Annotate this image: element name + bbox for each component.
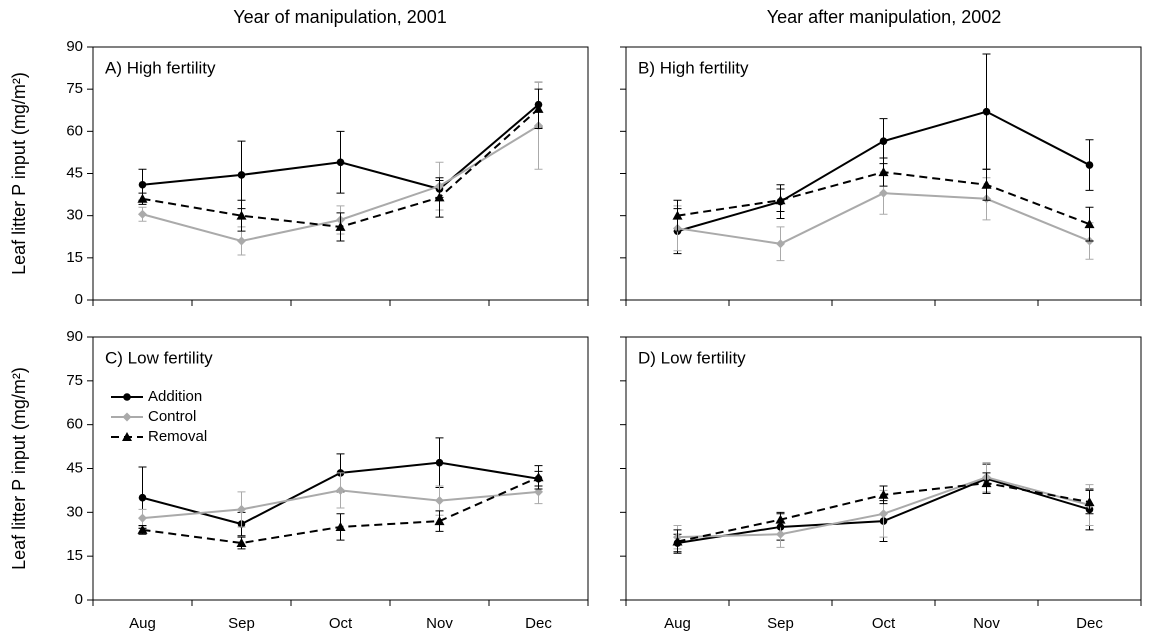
marker bbox=[1084, 497, 1095, 507]
marker bbox=[335, 221, 346, 231]
marker bbox=[122, 432, 132, 441]
marker bbox=[137, 193, 148, 203]
marker bbox=[776, 529, 785, 539]
x-tick-label: Oct bbox=[872, 615, 896, 632]
marker bbox=[879, 137, 888, 145]
y-tick-label: 15 bbox=[66, 547, 83, 564]
x-tick-label: Sep bbox=[228, 615, 255, 632]
x-tick-label: Aug bbox=[129, 615, 156, 632]
y-tick-label: 45 bbox=[66, 164, 83, 181]
marker bbox=[981, 179, 992, 189]
legend-label: Removal bbox=[148, 428, 207, 445]
y-axis-label: Leaf litter P input (mg/m²) bbox=[9, 72, 29, 275]
plot-frame bbox=[625, 336, 1142, 601]
y-tick-label: 0 bbox=[75, 291, 83, 308]
marker bbox=[336, 485, 345, 495]
marker bbox=[138, 513, 147, 523]
marker bbox=[879, 509, 888, 519]
column-title: Year after manipulation, 2002 bbox=[767, 7, 1002, 27]
y-tick-label: 30 bbox=[66, 207, 83, 224]
y-tick-label: 60 bbox=[66, 122, 83, 139]
marker bbox=[672, 210, 683, 220]
marker bbox=[434, 516, 445, 526]
marker bbox=[138, 180, 147, 189]
x-tick-label: Aug bbox=[664, 615, 691, 632]
x-tick-label: Dec bbox=[525, 615, 552, 632]
marker bbox=[982, 107, 991, 116]
marker bbox=[533, 103, 544, 113]
y-tick-label: 90 bbox=[66, 328, 83, 345]
panel-title: A) High fertility bbox=[105, 58, 216, 77]
marker bbox=[775, 514, 786, 524]
marker bbox=[533, 472, 544, 482]
marker bbox=[336, 158, 345, 167]
x-tick-label: Nov bbox=[426, 615, 453, 632]
panel-title: B) High fertility bbox=[638, 58, 749, 77]
legend-label: Control bbox=[148, 408, 196, 425]
marker bbox=[534, 487, 543, 497]
panel-title: C) Low fertility bbox=[105, 348, 213, 367]
marker bbox=[879, 188, 888, 198]
y-tick-label: 15 bbox=[66, 249, 83, 266]
marker bbox=[878, 489, 889, 499]
marker bbox=[878, 167, 889, 177]
marker bbox=[776, 239, 785, 249]
marker bbox=[434, 192, 445, 202]
marker bbox=[335, 521, 346, 531]
column-title: Year of manipulation, 2001 bbox=[233, 7, 447, 27]
marker bbox=[981, 478, 992, 488]
marker bbox=[237, 171, 246, 179]
y-tick-label: 75 bbox=[66, 80, 83, 97]
marker bbox=[138, 493, 147, 502]
marker bbox=[122, 412, 132, 422]
x-tick-label: Sep bbox=[767, 615, 794, 632]
marker bbox=[236, 538, 247, 548]
marker bbox=[237, 236, 246, 246]
marker bbox=[1084, 219, 1095, 229]
x-tick-label: Oct bbox=[329, 615, 353, 632]
marker bbox=[237, 504, 246, 514]
y-tick-label: 90 bbox=[66, 38, 83, 55]
marker bbox=[672, 536, 683, 546]
marker bbox=[138, 209, 147, 219]
y-tick-label: 75 bbox=[66, 372, 83, 389]
marker bbox=[435, 496, 444, 506]
marker bbox=[123, 393, 131, 401]
x-tick-label: Dec bbox=[1076, 615, 1103, 632]
marker bbox=[435, 458, 444, 467]
marker bbox=[137, 524, 148, 534]
legend-label: Addition bbox=[148, 388, 202, 405]
y-tick-label: 30 bbox=[66, 503, 83, 520]
y-axis-label: Leaf litter P input (mg/m²) bbox=[9, 367, 29, 570]
marker bbox=[236, 210, 247, 220]
marker bbox=[1085, 161, 1094, 169]
panel-title: D) Low fertility bbox=[638, 348, 746, 367]
marker bbox=[775, 195, 786, 205]
y-tick-label: 0 bbox=[75, 591, 83, 608]
x-tick-label: Nov bbox=[973, 615, 1000, 632]
y-tick-label: 60 bbox=[66, 416, 83, 433]
y-tick-label: 45 bbox=[66, 459, 83, 476]
